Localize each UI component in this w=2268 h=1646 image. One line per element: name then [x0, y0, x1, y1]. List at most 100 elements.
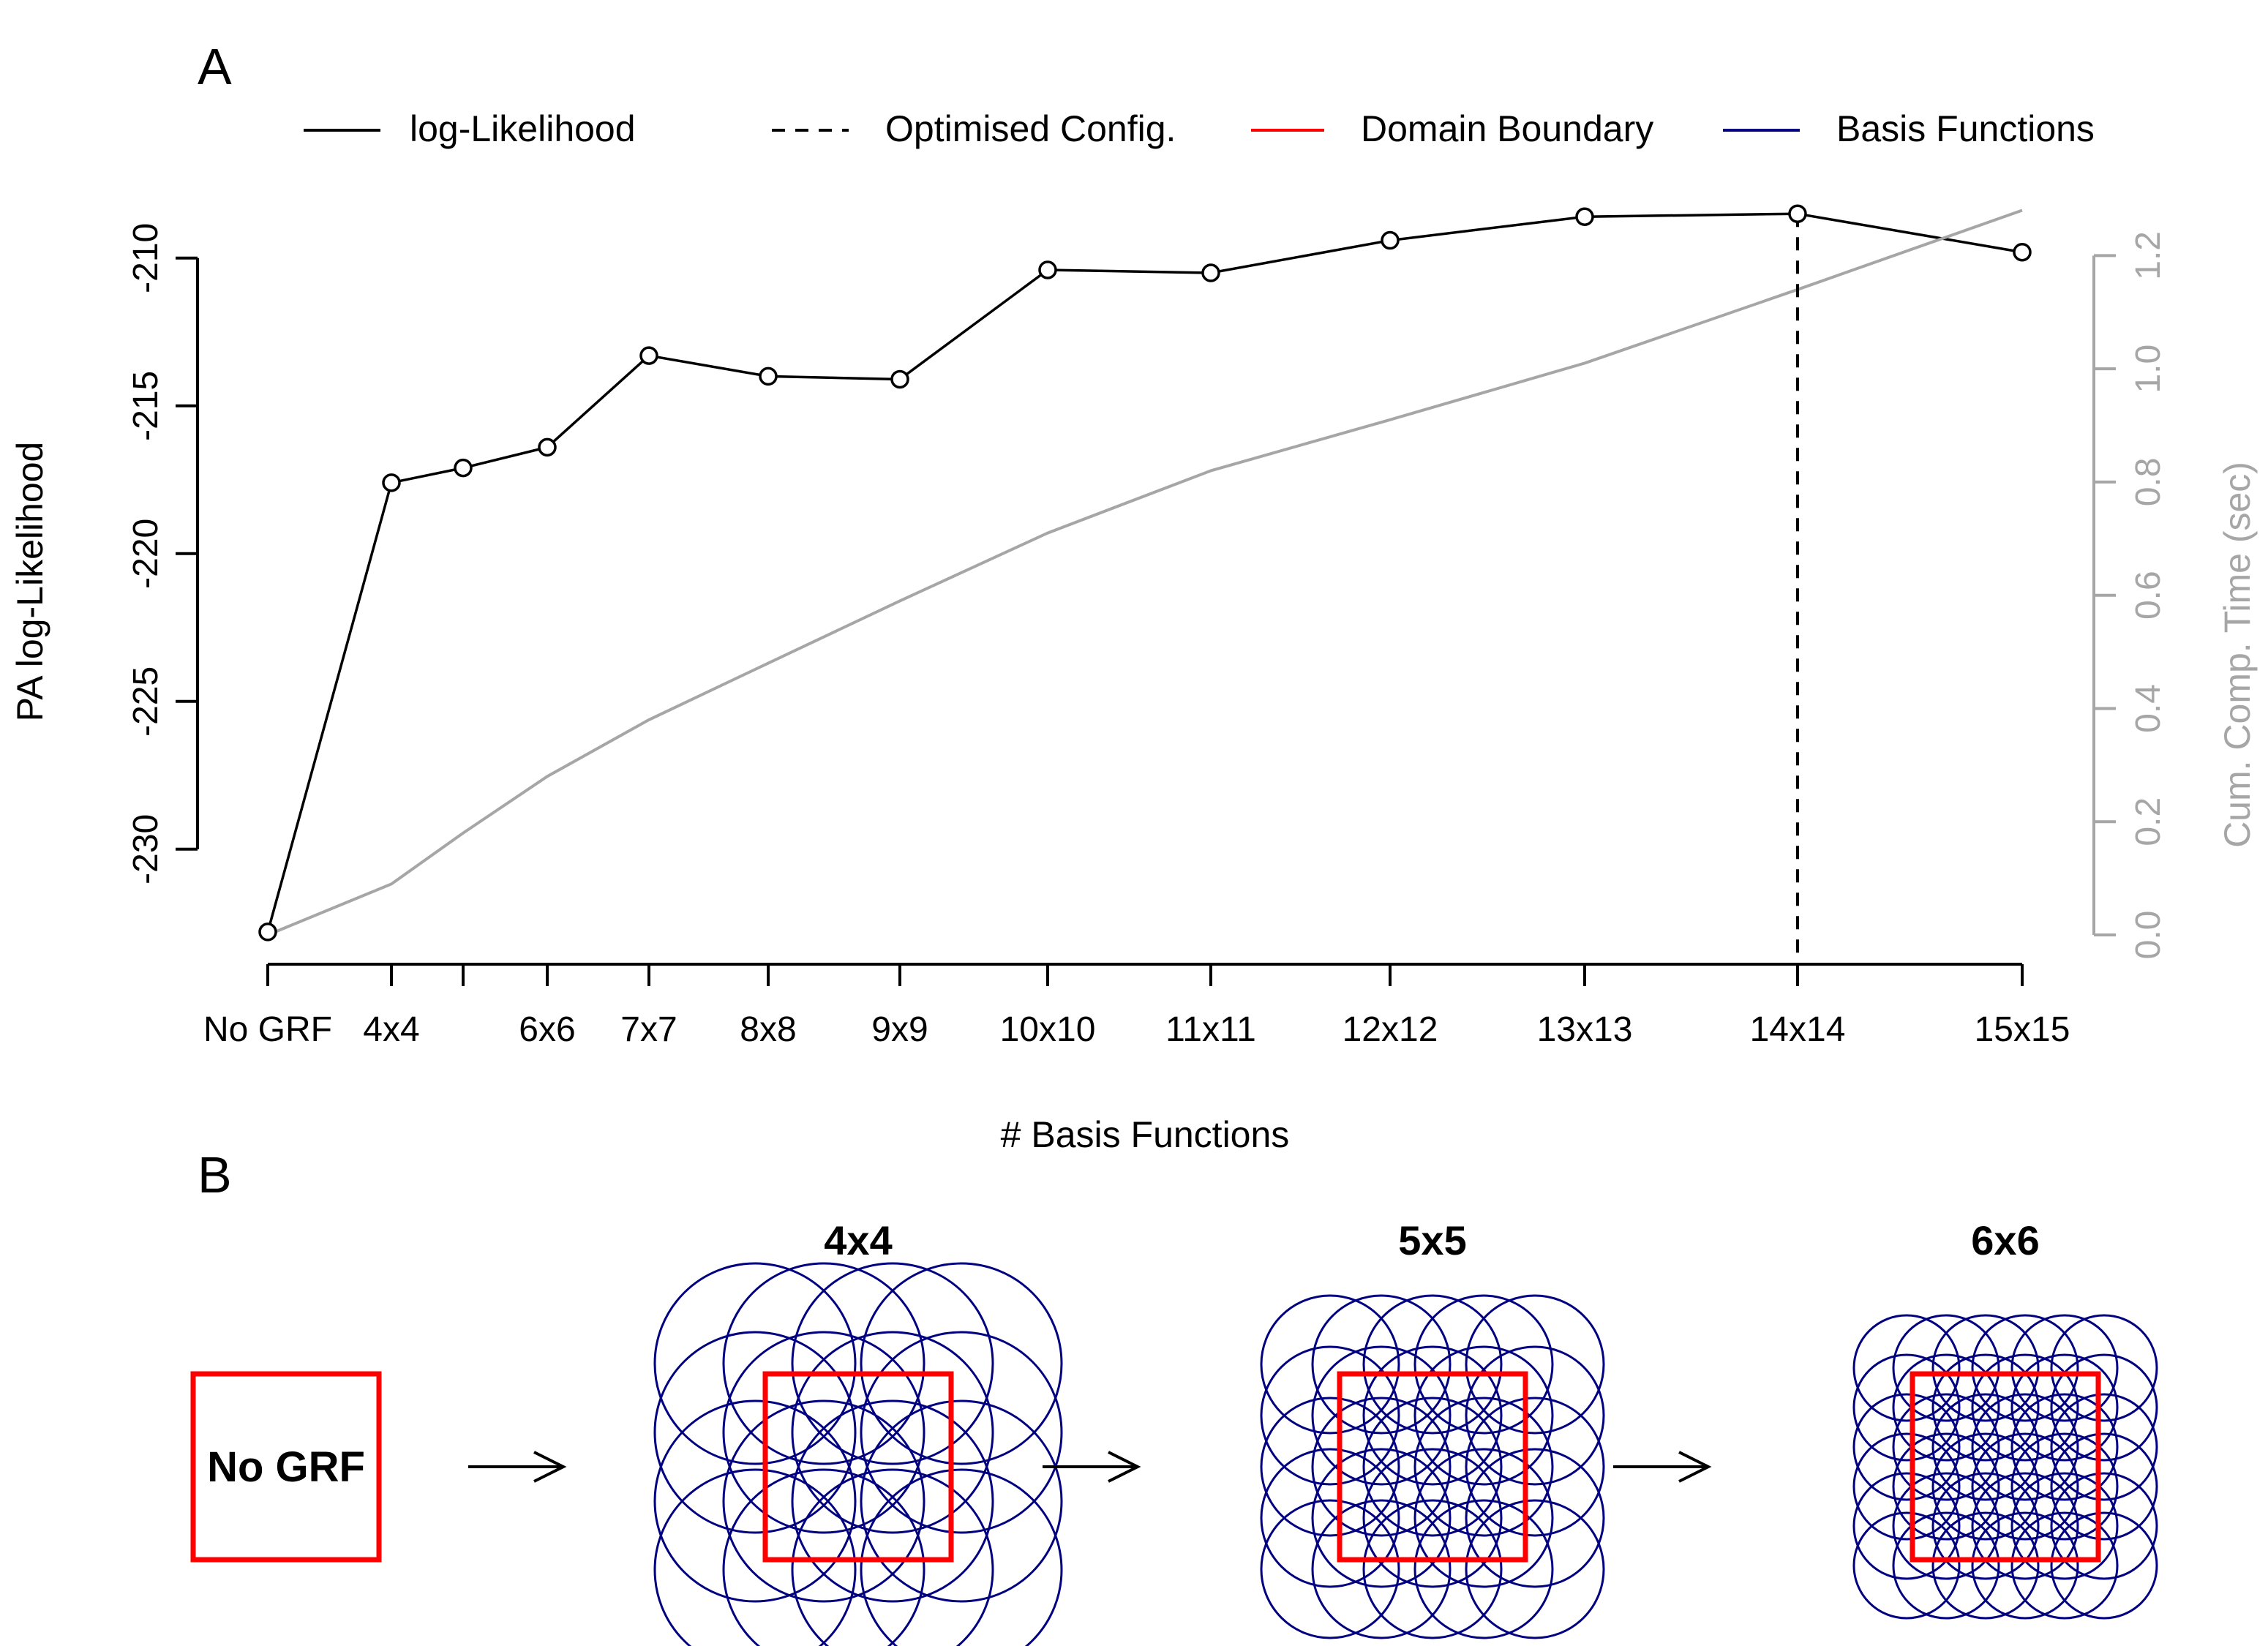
basis-function-circle — [653, 1262, 857, 1465]
basis-function-circle — [653, 1468, 857, 1646]
basis-function-circle — [2050, 1393, 2158, 1501]
legend-label-loglik: log-Likelihood — [410, 108, 636, 149]
basis-function-circle — [1852, 1314, 1961, 1422]
basis-function-circle — [1413, 1448, 1554, 1588]
legend-label-optimised: Optimised Config. — [885, 108, 1176, 149]
loglik-point — [1381, 230, 1400, 250]
basis-function-circle — [791, 1331, 994, 1534]
bottom-tick-label: 7x7 — [620, 1010, 677, 1049]
basis-function-circle — [1971, 1314, 2079, 1422]
basis-function-circle — [1892, 1393, 2000, 1501]
loglik-point — [639, 346, 658, 365]
basis-functions — [1260, 1294, 1605, 1639]
basis-function-circle — [2050, 1353, 2158, 1462]
arrow — [1043, 1451, 1141, 1483]
basis-function-circle — [1260, 1294, 1400, 1435]
bottom-tick-label: 8x8 — [740, 1010, 796, 1049]
basis-functions — [653, 1262, 1063, 1646]
left-tick-label: -220 — [127, 519, 165, 589]
basis-function-circle — [1931, 1511, 2040, 1620]
basis-function-circle — [1971, 1472, 2079, 1580]
loglik-point — [382, 473, 401, 492]
right-tick-label: 1.0 — [2129, 345, 2168, 394]
diagram-panel-5: 5x5 — [1260, 1217, 1605, 1639]
arrow — [1613, 1451, 1712, 1483]
basis-function-circle — [653, 1331, 857, 1534]
diagram-panel-6: 6x6 — [1852, 1217, 2158, 1620]
left-tick-label: -230 — [127, 814, 165, 884]
basis-function-circle — [791, 1399, 994, 1603]
x-axis-label: # Basis Functions — [1001, 1114, 1290, 1155]
legend-label-basis: Basis Functions — [1836, 108, 2095, 149]
right-axis: 0.0 0.2 0.4 0.6 0.8 1.0 1.2 — [2092, 231, 2168, 960]
bottom-tick-label: 15x15 — [1975, 1010, 2070, 1049]
basis-function-circle — [1413, 1397, 1554, 1537]
basis-function-circle — [722, 1262, 925, 1465]
basis-function-circle — [1892, 1314, 2000, 1422]
loglik-point — [454, 458, 473, 478]
diagram-label: No GRF — [207, 1443, 365, 1491]
domain-boundary — [1337, 1371, 1528, 1563]
basis-function-circle — [1260, 1345, 1400, 1486]
basis-function-circle — [1362, 1448, 1503, 1588]
right-tick-label: 0.0 — [2129, 911, 2168, 960]
basis-function-circle — [722, 1331, 925, 1534]
bottom-tick-label: 14x14 — [1750, 1010, 1846, 1049]
basis-function-circle — [722, 1399, 925, 1603]
basis-function-circle — [1465, 1345, 1605, 1486]
right-tick-label: 0.6 — [2129, 571, 2168, 620]
left-axis: -230 -225 -220 -215 -210 — [127, 223, 199, 884]
basis-function-circle — [2010, 1511, 2119, 1620]
basis-function-circle — [2050, 1472, 2158, 1580]
right-tick-label: 0.8 — [2129, 458, 2168, 507]
basis-function-circle — [860, 1468, 1063, 1646]
arrow — [468, 1451, 567, 1483]
left-tick-label: -215 — [127, 371, 165, 441]
right-tick-label: 0.2 — [2129, 797, 2168, 846]
loglik-point — [1575, 207, 1594, 226]
basis-function-circle — [1260, 1448, 1400, 1588]
legend-label-boundary: Domain Boundary — [1361, 108, 1653, 149]
basis-function-circle — [1892, 1432, 2000, 1541]
arrow-head — [533, 1451, 567, 1483]
basis-functions — [1852, 1314, 2158, 1620]
basis-function-circle — [1311, 1294, 1452, 1435]
diagram-panel-4: 4x4 — [653, 1217, 1063, 1646]
basis-function-circle — [860, 1262, 1063, 1465]
left-tick-label: -210 — [127, 223, 165, 293]
basis-function-circle — [1260, 1397, 1400, 1537]
arrow-head — [1108, 1451, 1141, 1483]
loglik-point — [1788, 204, 1807, 223]
diagram-title: 5x5 — [1398, 1217, 1466, 1263]
basis-function-circle — [1852, 1472, 1961, 1580]
right-tick-label: 1.2 — [2129, 231, 2168, 280]
basis-function-circle — [1260, 1499, 1400, 1639]
basis-function-circle — [1465, 1294, 1605, 1435]
chart-a: -230 -225 -220 -215 -210 0.0 0.2 0.4 0.6 0.8 1.0 1… — [10, 204, 2258, 1155]
bottom-axis: No GRF 4x4 6x6 7x7 8x8 9x9 10x10 11x11 12x12 13x1… — [203, 963, 2070, 1049]
basis-function-circle — [860, 1331, 1063, 1534]
series-line-loglik — [266, 212, 2023, 933]
loglik-point — [258, 922, 277, 942]
diagram-panel-nogrf: No GRF — [190, 1371, 382, 1563]
loglik-point — [2013, 242, 2032, 262]
series-layer — [258, 204, 2032, 964]
basis-function-circle — [1892, 1472, 2000, 1580]
basis-function-circle — [2010, 1314, 2119, 1422]
basis-function-circle — [1971, 1353, 2079, 1462]
basis-function-circle — [1362, 1294, 1503, 1435]
y2-axis-label: Cum. Comp. Time (sec) — [2217, 462, 2258, 848]
basis-function-circle — [860, 1399, 1063, 1603]
series-line-comp-time — [267, 208, 2023, 936]
bottom-tick-label: 6x6 — [519, 1010, 575, 1049]
loglik-point — [759, 367, 778, 386]
basis-function-circle — [2050, 1511, 2158, 1620]
domain-boundary — [190, 1371, 382, 1563]
domain-boundary — [762, 1371, 954, 1563]
basis-function-circle — [1465, 1397, 1605, 1537]
basis-function-circle — [2010, 1353, 2119, 1462]
basis-function-circle — [1931, 1353, 2040, 1462]
basis-function-circle — [2050, 1314, 2158, 1422]
basis-function-circle — [1311, 1345, 1452, 1486]
